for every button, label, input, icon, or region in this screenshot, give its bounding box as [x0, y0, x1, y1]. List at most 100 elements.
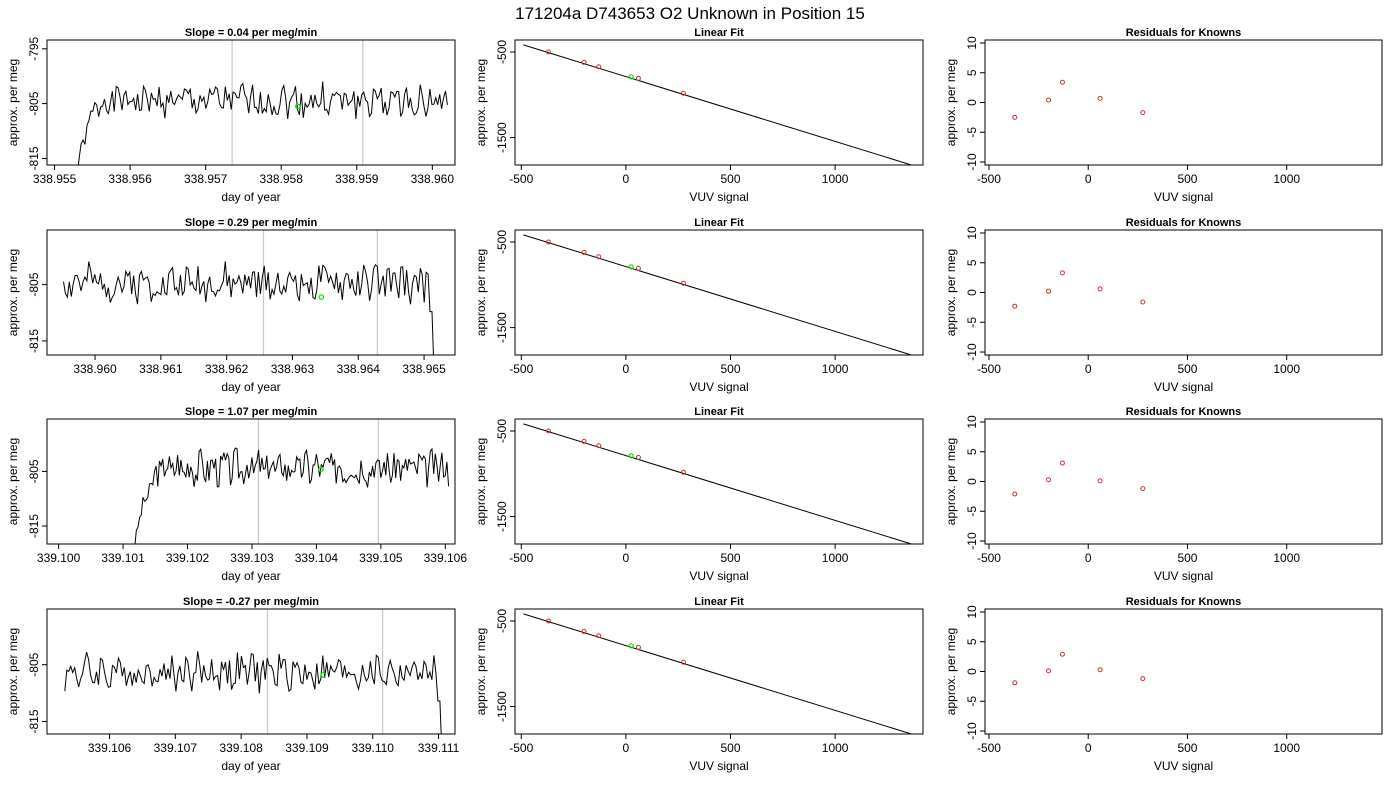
y-axis-label: approx. per meg — [474, 59, 488, 146]
y-tick-label: -500 — [495, 609, 509, 633]
y-tick-label: 0 — [965, 289, 979, 296]
y-tick-label: -10 — [965, 722, 979, 740]
x-axis-label: day of year — [221, 759, 280, 773]
data-point — [1012, 303, 1018, 309]
plot-area — [1012, 79, 1146, 120]
y-axis-label: approx. per meg — [474, 438, 488, 525]
plot-frame — [514, 229, 924, 356]
plot-area — [63, 230, 434, 355]
cycle-marker — [295, 103, 301, 110]
x-tick-label: 500 — [720, 551, 740, 565]
panel-3-3: Residuals for Knowns VUV signal approx. pe… — [944, 406, 1383, 583]
data-point — [1097, 95, 1103, 101]
data-point — [581, 628, 587, 634]
x-tick-label: 339.109 — [285, 741, 329, 755]
x-tick-label: 500 — [720, 172, 740, 186]
y-tick-label: -5 — [965, 127, 979, 138]
y-tick-label: -805 — [27, 459, 41, 483]
x-tick-label: 500 — [720, 362, 740, 376]
x-tick-label: 338.965 — [402, 362, 446, 376]
signal-trace — [64, 651, 442, 734]
data-point — [581, 438, 587, 444]
plot-frame — [46, 418, 456, 545]
data-point — [680, 280, 686, 286]
x-tick-label: -500 — [509, 172, 533, 186]
x-axis-label: VUV signal — [1154, 190, 1213, 204]
plot-frame — [984, 229, 1383, 356]
data-point — [1059, 460, 1065, 466]
x-tick-label: 0 — [1085, 172, 1092, 186]
y-tick-label: 5 — [965, 448, 979, 455]
x-tick-label: 1000 — [822, 551, 849, 565]
y-axis-label: approx. per meg — [944, 438, 958, 525]
plot-area — [523, 613, 914, 734]
y-tick-label: -10 — [965, 532, 979, 550]
y-tick-label: -1500 — [495, 691, 509, 722]
x-tick-label: 1000 — [1273, 741, 1300, 755]
x-tick-label: 1000 — [822, 741, 849, 755]
x-tick-label: 339.104 — [295, 551, 339, 565]
figure-title: 171204a D743653 O2 Unknown in Position 1… — [515, 4, 865, 23]
unknown-point — [628, 264, 634, 270]
data-point — [596, 443, 602, 449]
x-tick-label: 0 — [1085, 362, 1092, 376]
x-tick-label: 338.960 — [73, 362, 117, 376]
panel-title: Slope = 0.04 per meg/min — [185, 27, 318, 39]
x-axis-label: day of year — [221, 190, 280, 204]
data-point — [1046, 668, 1052, 674]
panel-4-1: Slope = -0.27 per meg/min day of year appr… — [6, 596, 460, 773]
fit-line — [523, 613, 914, 734]
data-point — [1140, 110, 1146, 116]
x-tick-label: 1000 — [822, 362, 849, 376]
x-tick-label: 339.100 — [37, 551, 81, 565]
plot-area — [1012, 460, 1146, 497]
data-point — [635, 265, 641, 271]
x-tick-label: 0 — [623, 172, 630, 186]
plot-area — [523, 423, 914, 544]
panel-1-2: Linear Fit VUV signal approx. per meg -500 0… — [474, 27, 924, 204]
panel-title: Slope = -0.27 per meg/min — [183, 596, 319, 608]
y-tick-label: -5 — [965, 696, 979, 707]
x-axis-label: VUV signal — [689, 380, 748, 394]
y-tick-label: 10 — [965, 605, 979, 619]
x-tick-label: 338.961 — [139, 362, 183, 376]
panel-4-3: Residuals for Knowns VUV signal approx. pe… — [944, 596, 1383, 773]
data-point — [596, 633, 602, 639]
signal-trace — [77, 81, 448, 165]
data-point — [596, 64, 602, 70]
data-point — [545, 49, 551, 55]
data-point — [1140, 676, 1146, 682]
data-point — [545, 618, 551, 624]
x-tick-label: 500 — [1177, 741, 1197, 755]
plot-frame — [984, 608, 1383, 735]
x-tick-label: 338.955 — [33, 172, 77, 186]
data-point — [1012, 114, 1018, 120]
plot-frame — [46, 229, 456, 356]
x-tick-label: -500 — [977, 172, 1001, 186]
plot-frame — [514, 608, 924, 735]
x-tick-label: 0 — [623, 741, 630, 755]
plot-area — [523, 234, 914, 355]
x-tick-label: 339.108 — [219, 741, 263, 755]
plot-area — [523, 44, 914, 165]
x-tick-label: 500 — [1177, 172, 1197, 186]
data-point — [1046, 288, 1052, 294]
x-tick-label: 1000 — [1273, 551, 1300, 565]
panel-title: Slope = 1.07 per meg/min — [185, 406, 318, 418]
x-axis-label: VUV signal — [689, 759, 748, 773]
x-tick-label: -500 — [977, 551, 1001, 565]
data-point — [581, 249, 587, 255]
x-tick-label: 339.107 — [154, 741, 198, 755]
data-point — [581, 59, 587, 65]
y-tick-label: 5 — [965, 259, 979, 266]
x-tick-label: 338.959 — [335, 172, 379, 186]
panel-3-2: Linear Fit VUV signal approx. per meg -500 0… — [474, 406, 924, 583]
data-point — [1059, 270, 1065, 276]
data-point — [1012, 491, 1018, 497]
panel-title: Residuals for Knowns — [1126, 596, 1242, 608]
panel-title: Residuals for Knowns — [1126, 217, 1242, 229]
x-tick-label: 338.958 — [260, 172, 304, 186]
x-tick-label: 339.101 — [101, 551, 145, 565]
data-point — [680, 659, 686, 665]
